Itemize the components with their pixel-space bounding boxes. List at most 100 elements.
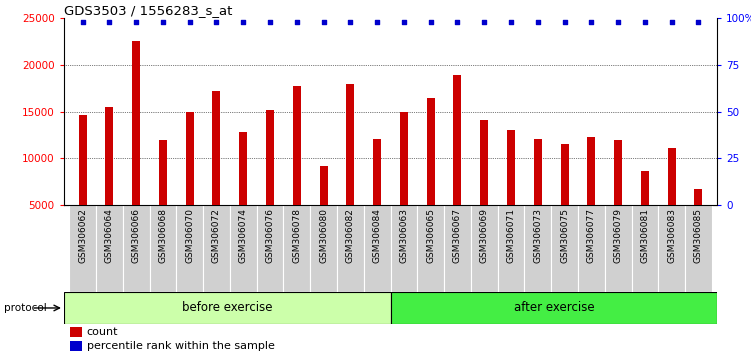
Bar [105,107,113,252]
Text: after exercise: after exercise [514,302,594,314]
Point [398,19,410,25]
Text: GSM306082: GSM306082 [346,208,355,263]
Text: GSM306074: GSM306074 [239,208,248,263]
Point [318,19,330,25]
Bar [641,171,649,252]
Bar [337,205,363,292]
Text: GSM306069: GSM306069 [480,208,489,263]
Point [505,19,517,25]
Text: GSM306077: GSM306077 [587,208,596,263]
Bar [293,86,301,252]
Bar [614,139,622,252]
Bar [283,205,310,292]
Bar [240,132,247,252]
Point [639,19,651,25]
Bar [605,205,632,292]
Bar [418,205,444,292]
Bar [159,139,167,252]
Bar [176,205,203,292]
Bar [534,139,541,252]
Text: GSM306071: GSM306071 [506,208,515,263]
Point [559,19,571,25]
Bar [507,130,515,252]
Text: GSM306083: GSM306083 [667,208,676,263]
Bar [373,139,382,252]
Bar [132,41,140,252]
Text: before exercise: before exercise [182,302,273,314]
Text: GSM306076: GSM306076 [266,208,275,263]
Bar [391,292,717,324]
Bar [578,205,605,292]
Text: GDS3503 / 1556283_s_at: GDS3503 / 1556283_s_at [64,4,232,17]
Text: GSM306085: GSM306085 [694,208,703,263]
Text: GSM306075: GSM306075 [560,208,569,263]
Bar [266,110,274,252]
Text: GSM306081: GSM306081 [641,208,650,263]
Bar [695,189,702,252]
Text: GSM306073: GSM306073 [533,208,542,263]
Bar [400,112,408,252]
Bar [230,205,257,292]
Point [104,19,116,25]
Point [692,19,704,25]
Point [532,19,544,25]
Point [77,19,89,25]
Text: GSM306068: GSM306068 [158,208,167,263]
Bar [524,205,551,292]
Point [210,19,222,25]
Bar [498,205,524,292]
Text: GSM306079: GSM306079 [614,208,623,263]
Bar [560,144,569,252]
Bar [471,205,498,292]
Point [130,19,142,25]
Text: GSM306064: GSM306064 [105,208,114,263]
Point [478,19,490,25]
Bar [71,327,82,337]
Point [237,19,249,25]
Bar [668,148,676,252]
Bar [632,205,659,292]
Point [291,19,303,25]
Text: GSM306063: GSM306063 [400,208,409,263]
Text: count: count [86,327,118,337]
Point [424,19,436,25]
Bar [480,120,488,252]
Bar [454,75,461,252]
Text: GSM306067: GSM306067 [453,208,462,263]
Bar [346,84,354,252]
Text: GSM306078: GSM306078 [292,208,301,263]
Bar [79,115,86,252]
Bar [391,205,418,292]
Bar [363,205,391,292]
Point [184,19,196,25]
Point [157,19,169,25]
Text: GSM306080: GSM306080 [319,208,328,263]
Point [585,19,597,25]
Bar [64,292,391,324]
Text: GSM306062: GSM306062 [78,208,87,263]
Text: GSM306084: GSM306084 [372,208,382,263]
Point [345,19,357,25]
Text: GSM306066: GSM306066 [131,208,140,263]
Bar [659,205,685,292]
Text: GSM306070: GSM306070 [185,208,195,263]
Bar [444,205,471,292]
Bar [185,113,194,252]
Text: GSM306065: GSM306065 [426,208,435,263]
Text: percentile rank within the sample: percentile rank within the sample [86,341,275,351]
Bar [213,91,221,252]
Point [371,19,383,25]
Bar [320,166,327,252]
Bar [122,205,149,292]
Bar [587,137,596,252]
Point [612,19,624,25]
Bar [71,341,82,351]
Bar [69,205,96,292]
Bar [96,205,122,292]
Text: protocol: protocol [4,303,47,313]
Point [665,19,677,25]
Bar [257,205,283,292]
Text: GSM306072: GSM306072 [212,208,221,263]
Bar [427,98,435,252]
Bar [149,205,176,292]
